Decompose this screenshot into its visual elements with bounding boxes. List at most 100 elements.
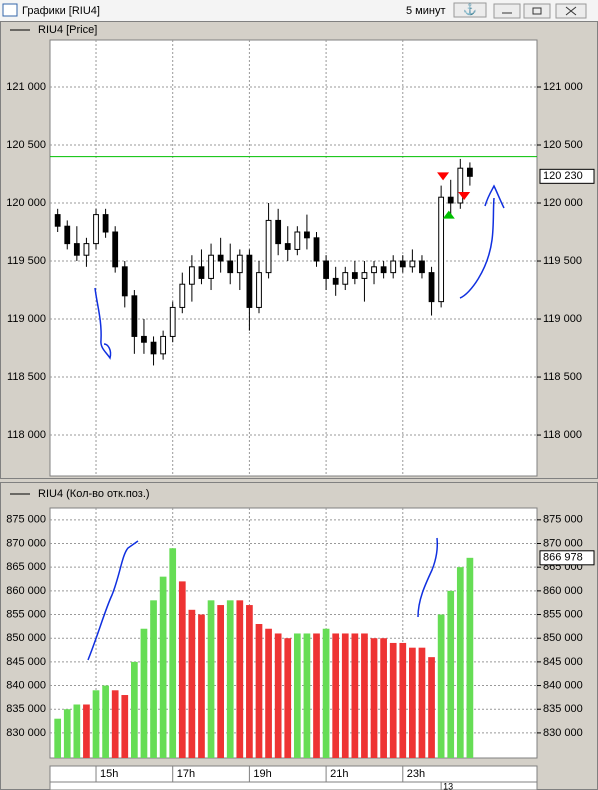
y-tick-label: 121 000	[6, 81, 46, 93]
bar	[255, 624, 263, 758]
y-tick-label-right: 119 500	[543, 255, 582, 267]
candle-body	[399, 260, 406, 268]
bar	[293, 633, 301, 758]
last-value-label: 866 978	[543, 552, 583, 564]
y-tick-label-right: 120 000	[543, 197, 583, 209]
bar	[284, 638, 292, 758]
candle-body	[390, 260, 397, 274]
y-tick-label-right: 118 500	[543, 371, 582, 383]
candle-body	[332, 277, 339, 285]
candle-body	[466, 167, 473, 177]
candle-body	[294, 231, 301, 250]
bar	[83, 704, 90, 758]
y-tick-label-right: 845 000	[543, 656, 583, 668]
bar	[150, 600, 157, 758]
candle-body	[342, 272, 349, 285]
candle-body	[457, 167, 464, 204]
y-tick-label-right: 835 000	[543, 703, 583, 715]
bar	[303, 633, 311, 758]
candle-body	[419, 260, 425, 274]
bar	[437, 614, 445, 758]
candle-body	[150, 341, 157, 355]
title-bar	[0, 0, 598, 21]
y-tick-label: 119 000	[7, 313, 46, 325]
candle-body	[64, 225, 71, 245]
bar	[274, 633, 282, 758]
annotations	[87, 184, 505, 661]
candle-body	[102, 214, 109, 233]
y-tick-label-right: 120 500	[543, 139, 583, 151]
maximize-button[interactable]	[523, 3, 551, 19]
candle-body	[179, 283, 186, 308]
candle-body	[73, 243, 80, 256]
bar	[447, 590, 455, 758]
x-tick-label: 23h	[407, 768, 425, 780]
minimize-button[interactable]	[493, 3, 521, 19]
annotation-stroke	[94, 287, 112, 360]
candle-body	[93, 214, 99, 245]
bar	[399, 642, 407, 758]
interval[interactable]: 5 минут	[406, 5, 446, 17]
bar	[265, 628, 272, 758]
candle-body	[351, 272, 358, 279]
last-value-box	[539, 168, 595, 184]
bar	[428, 657, 435, 758]
date-strip	[49, 781, 538, 790]
candle-body	[371, 266, 377, 274]
candle-body	[246, 254, 253, 308]
bar	[361, 633, 368, 758]
y-tick-label: 119 500	[7, 255, 46, 267]
bar	[226, 600, 234, 758]
legend-label: RIU4 [Price]	[38, 24, 97, 36]
candle-body	[313, 237, 320, 262]
bar	[169, 548, 177, 758]
y-tick-label: 870 000	[6, 537, 46, 549]
candle-body	[208, 254, 214, 279]
candle-body	[141, 335, 147, 343]
last-value-label: 120 230	[543, 170, 583, 182]
y-tick-label-right: 840 000	[543, 679, 583, 691]
x-tick-label: 19h	[253, 768, 271, 780]
last-value-box	[539, 550, 595, 566]
bar	[121, 695, 129, 758]
anchor-button[interactable]	[453, 2, 487, 18]
annotation-stroke	[459, 184, 505, 299]
candle-body	[121, 266, 128, 297]
bar	[456, 567, 464, 758]
bar	[178, 581, 186, 758]
x-tick-label: 21h	[330, 768, 348, 780]
y-tick-label: 860 000	[6, 585, 46, 597]
candle-body	[256, 272, 262, 308]
y-tick-label: 118 500	[7, 371, 46, 383]
y-tick-label-right: 830 000	[543, 727, 583, 739]
candle-body	[112, 231, 119, 268]
y-tick-label: 865 000	[6, 561, 46, 573]
candle-body	[323, 260, 329, 279]
annotation-stroke	[417, 537, 438, 618]
candle-body	[284, 243, 291, 250]
candle-body	[188, 266, 195, 285]
bar	[102, 685, 109, 758]
bar	[466, 557, 474, 758]
legend-label: RIU4 (Кол-во отк.поз.)	[38, 488, 150, 500]
plot-area	[49, 39, 538, 477]
bar	[73, 704, 81, 758]
candle-body	[275, 219, 282, 245]
candle-body	[428, 272, 435, 303]
candle-body	[227, 260, 234, 274]
bar	[322, 628, 330, 758]
candle-body	[265, 219, 272, 274]
date-label: 13	[443, 781, 453, 790]
y-tick-label: 118 000	[7, 429, 46, 441]
bar	[140, 628, 148, 758]
candle-body	[83, 243, 90, 256]
y-tick-label-right: 850 000	[543, 632, 583, 644]
bar	[370, 638, 378, 758]
y-tick-label-right: 118 000	[543, 429, 582, 441]
bar	[198, 614, 205, 758]
y-tick-label: 120 500	[6, 139, 46, 151]
bar	[389, 642, 397, 758]
plots: RIU4 [Price] 118 000 118 000 118 500 118 500…	[6, 24, 595, 790]
trade-marker	[442, 210, 455, 219]
